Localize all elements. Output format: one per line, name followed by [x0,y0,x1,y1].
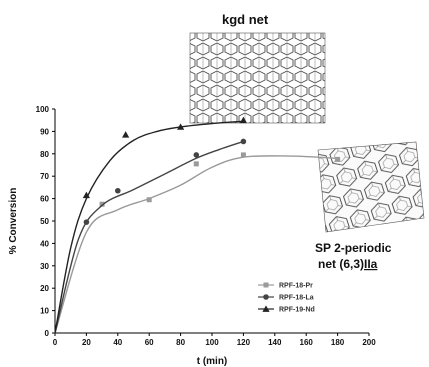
x-tick-label: 100 [205,338,219,347]
x-tick-label: 160 [300,338,314,347]
y-tick-label: 70 [40,172,49,181]
series-layer [54,116,341,334]
y-ticks: 0 10 20 30 40 50 60 70 80 90 100 [36,105,55,338]
data-point-rpf-18-pr [240,152,246,158]
legend-marker-rpf-19-nd [262,305,270,312]
plot-axes [54,109,369,334]
y-tick-label: 40 [40,239,49,248]
x-tick-label: 200 [362,338,376,347]
y-tick-label: 0 [45,329,50,338]
legend-marker-rpf-18-la [263,294,269,300]
data-point-rpf-19-nd [177,123,185,130]
legend-marker-rpf-18-pr [263,282,269,288]
kgd-net-structure-image [189,32,326,124]
x-tick-label: 140 [268,338,282,347]
x-tick-label: 20 [82,338,91,347]
y-axis-label: % Conversion [8,188,19,255]
y-tick-label: 50 [40,217,49,226]
y-tick-label: 10 [40,307,49,316]
x-ticks: 0 20 40 60 80 100 120 140 160 180 200 [53,333,376,347]
x-tick-label: 60 [145,338,154,347]
series-line-rpf-18-la [54,140,244,334]
data-point-rpf-19-nd [122,131,130,138]
legend: RPF-18-Pr RPF-18-La RPF-19-Nd [258,282,315,314]
series-rpf-19-nd [54,116,247,334]
y-tick-label: 80 [40,150,49,159]
data-point-rpf-18-la [83,219,90,225]
series-line-rpf-18-pr [54,155,338,334]
data-point-rpf-18-pr [99,201,105,207]
x-tick-label: 0 [53,338,58,347]
sp-2-periodic-structure-image [317,141,425,233]
x-tick-label: 40 [113,338,122,347]
data-point-rpf-19-nd [82,191,90,199]
data-point-rpf-18-pr [193,161,199,167]
series-rpf-18-la [54,138,247,334]
y-tick-label: 60 [40,195,49,204]
y-tick-label: 100 [36,105,50,114]
x-tick-label: 120 [237,338,251,347]
legend-label-rpf-18-pr: RPF-18-Pr [279,283,313,290]
data-point-rpf-18-la [193,152,200,158]
series-rpf-18-pr [54,152,341,334]
legend-label-rpf-18-la: RPF-18-La [279,295,314,302]
data-point-rpf-18-la [115,187,121,194]
y-tick-label: 90 [40,127,49,136]
data-point-rpf-18-pr [146,197,152,203]
annotation-sp-2-periodic: SP 2-periodic [315,241,392,255]
x-tick-label: 180 [331,338,345,347]
y-tick-label: 20 [40,284,49,293]
y-tick-label: 30 [40,262,49,271]
data-point-rpf-19-nd [239,116,247,124]
series-line-rpf-19-nd [54,120,244,334]
data-point-rpf-18-pr [335,156,341,162]
x-axis-label: t (min) [197,356,228,367]
x-tick-label: 80 [176,338,185,347]
annotation-kgd-net: kgd net [222,12,269,27]
data-point-rpf-18-la [240,138,247,145]
annotation-net-63-suffix: IIa [364,257,378,271]
legend-label-rpf-19-nd: RPF-19-Nd [279,307,315,314]
annotation-net-63-main: net (6,3) [318,257,364,271]
annotation-net-63: net (6,3)IIa [318,257,378,271]
